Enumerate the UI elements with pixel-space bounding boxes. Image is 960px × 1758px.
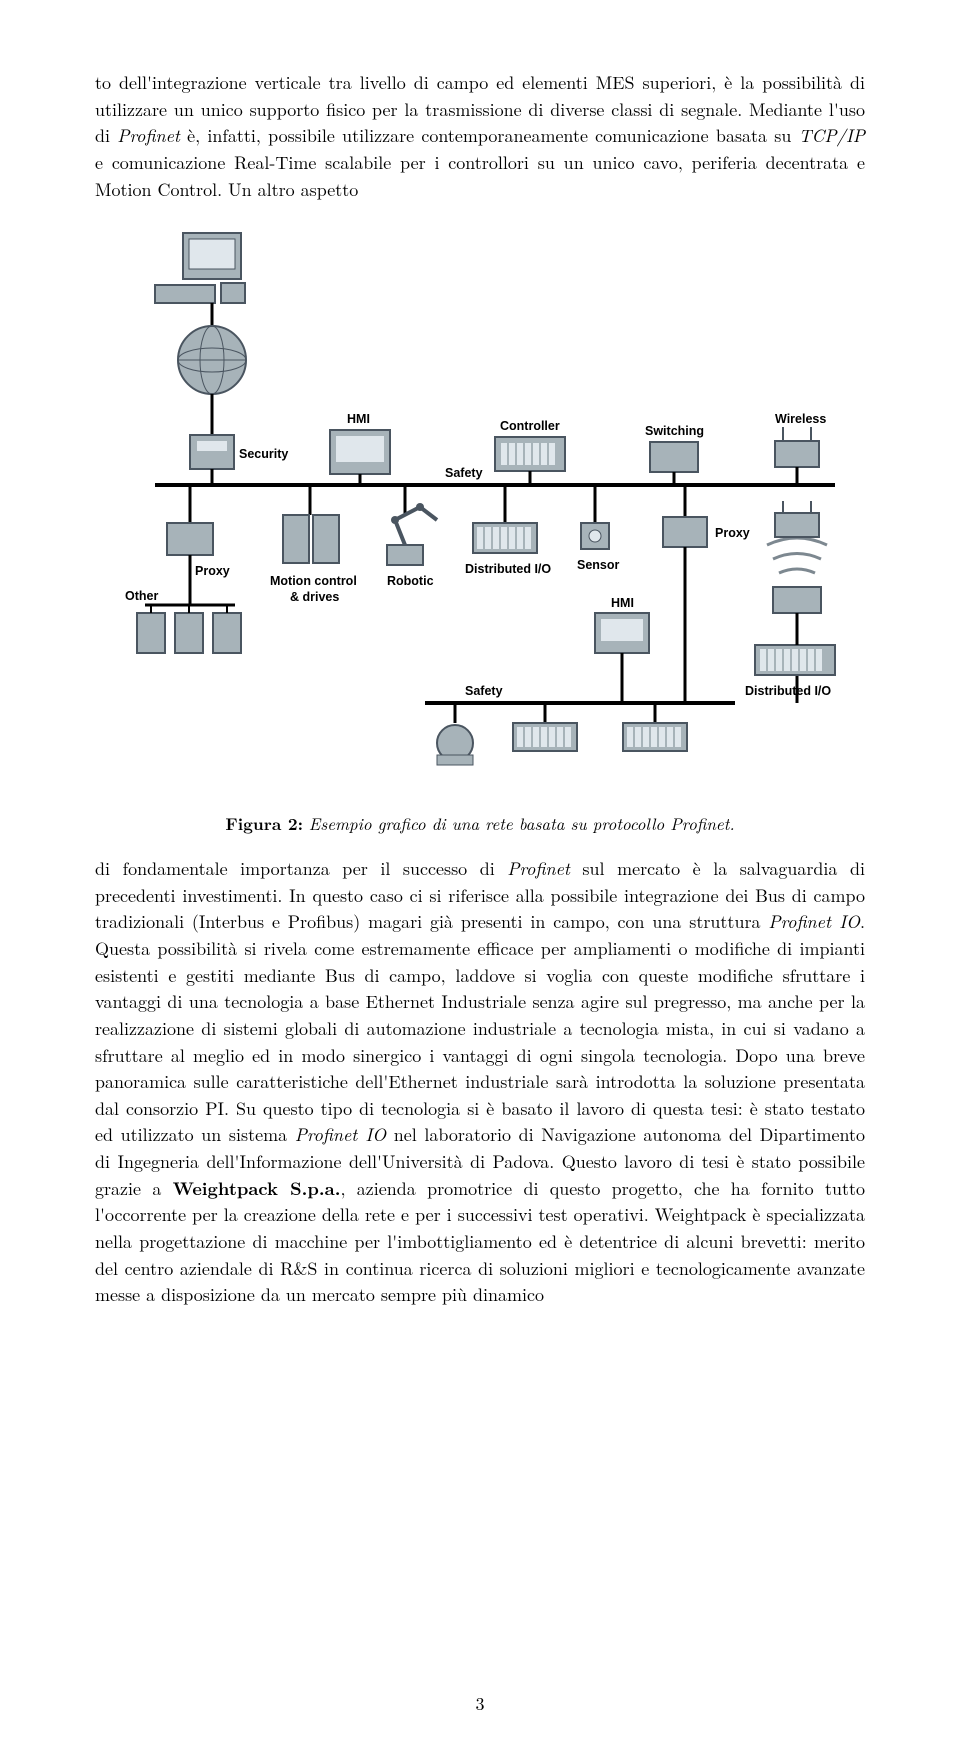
- lower-io-1: [513, 703, 577, 751]
- label-switching: Switching: [645, 424, 704, 438]
- lower-io-2: [623, 703, 687, 751]
- proxy-left: Proxy Other: [125, 485, 241, 653]
- caption-label: Figura 2:: [225, 812, 303, 836]
- proxy-right: Proxy: [663, 485, 750, 703]
- security-device: Security: [190, 435, 288, 485]
- label-proxy-left: Proxy: [195, 564, 230, 578]
- hmi-device-top: HMI: [330, 412, 390, 485]
- label-safety-top: Safety: [445, 466, 483, 480]
- text-bold: Weightpack S.p.a.: [173, 1176, 341, 1201]
- label-other: Other: [125, 589, 158, 603]
- label-sensor: Sensor: [577, 558, 620, 572]
- paragraph-top: to dell'integrazione verticale tra livel…: [95, 70, 865, 203]
- switching-device: Switching: [645, 424, 704, 485]
- label-hmi-top: HMI: [347, 412, 370, 426]
- hmi-device-mid: HMI: [595, 596, 649, 703]
- text: e comunicazione Real-Time scalabile per …: [95, 150, 865, 202]
- wireless-device: Wireless: [775, 412, 826, 485]
- label-security: Security: [239, 447, 288, 461]
- robotic-device: Robotic: [387, 485, 437, 588]
- text: è, infatti, possibile utilizzare contemp…: [180, 123, 799, 148]
- text-italic: Profinet: [507, 856, 570, 881]
- label-distributed-right: Distributed I/O: [745, 684, 831, 698]
- text-italic: Profinet: [117, 123, 180, 148]
- text-italic: Profinet IO: [295, 1122, 386, 1147]
- label-controller: Controller: [500, 419, 560, 433]
- label-distributed-top: Distributed I/O: [465, 562, 551, 576]
- label-hmi-mid: HMI: [611, 596, 634, 610]
- label-wireless: Wireless: [775, 412, 826, 426]
- text: . Questa possibilità si rivela come estr…: [95, 909, 865, 1147]
- paragraph-bottom: di fondamentale importanza per il succes…: [95, 856, 865, 1309]
- motion-device: Motion control & drives: [270, 485, 357, 604]
- figure-caption: Figura 2: Esempio grafico di una rete ba…: [95, 811, 865, 836]
- computer-icon: [155, 233, 245, 325]
- label-motion1: Motion control: [270, 574, 357, 588]
- text-italic: TCP/IP: [799, 123, 865, 148]
- text: di fondamentale importanza per il succes…: [95, 856, 507, 881]
- text-italic: Profinet IO: [768, 909, 860, 934]
- figure-network-diagram: Security HMI Controller Safety: [95, 225, 865, 785]
- sensor-device: Sensor: [577, 485, 620, 572]
- distributed-io-top: Distributed I/O: [465, 485, 551, 576]
- globe-icon: [178, 326, 246, 445]
- label-robotic: Robotic: [387, 574, 434, 588]
- distributed-io-right: Distributed I/O: [745, 635, 835, 698]
- label-safety-lower: Safety: [465, 684, 503, 698]
- caption-text: Esempio grafico di una rete basata su pr…: [309, 811, 735, 835]
- controller-device: Controller: [495, 419, 565, 485]
- label-motion2: & drives: [290, 590, 339, 604]
- label-proxy-right: Proxy: [715, 526, 750, 540]
- lower-safety-device: [437, 703, 473, 765]
- page-number: 3: [0, 1691, 960, 1716]
